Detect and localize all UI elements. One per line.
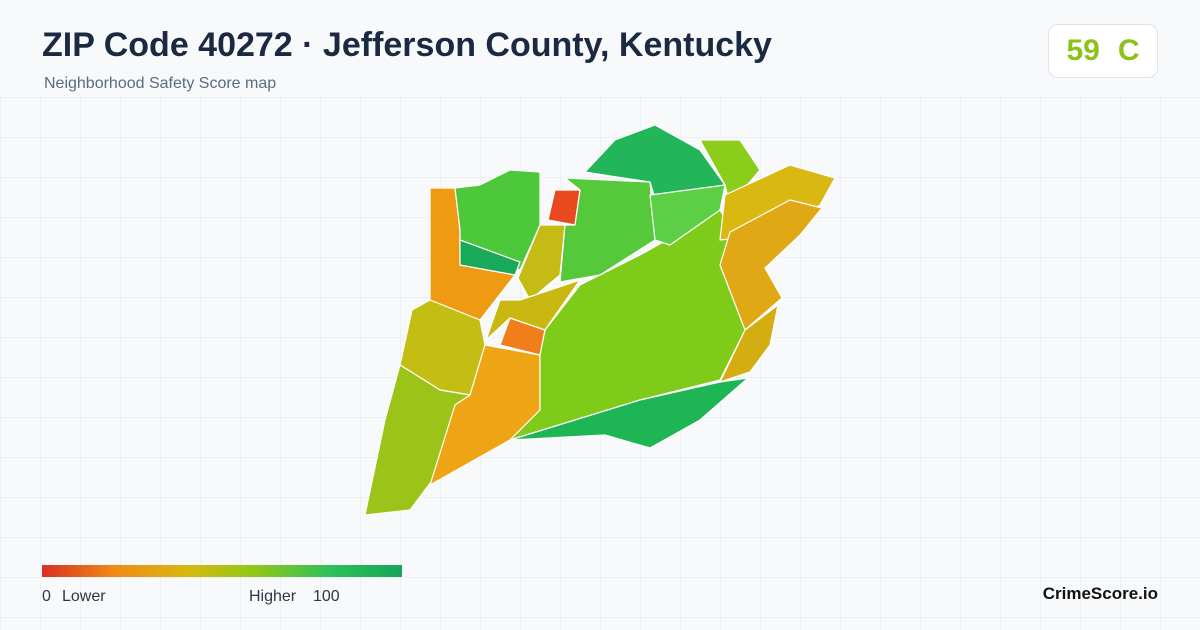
- legend-max: 100: [313, 588, 340, 605]
- title: ZIP Code 40272 · Jefferson County, Kentu…: [42, 26, 772, 64]
- legend-max-label: Higher: [249, 588, 297, 605]
- zip-regions: [364, 124, 836, 516]
- subtitle: Neighborhood Safety Score map: [44, 75, 277, 92]
- legend-min: 0: [42, 588, 51, 605]
- score-grade: C: [1117, 34, 1140, 67]
- score-value: 59: [1066, 34, 1100, 67]
- legend-gradient: [42, 565, 402, 577]
- brand: CrimeScore.io: [1042, 584, 1158, 603]
- score-badge: 59 C: [1048, 24, 1158, 78]
- legend-min-label: Lower: [62, 588, 106, 605]
